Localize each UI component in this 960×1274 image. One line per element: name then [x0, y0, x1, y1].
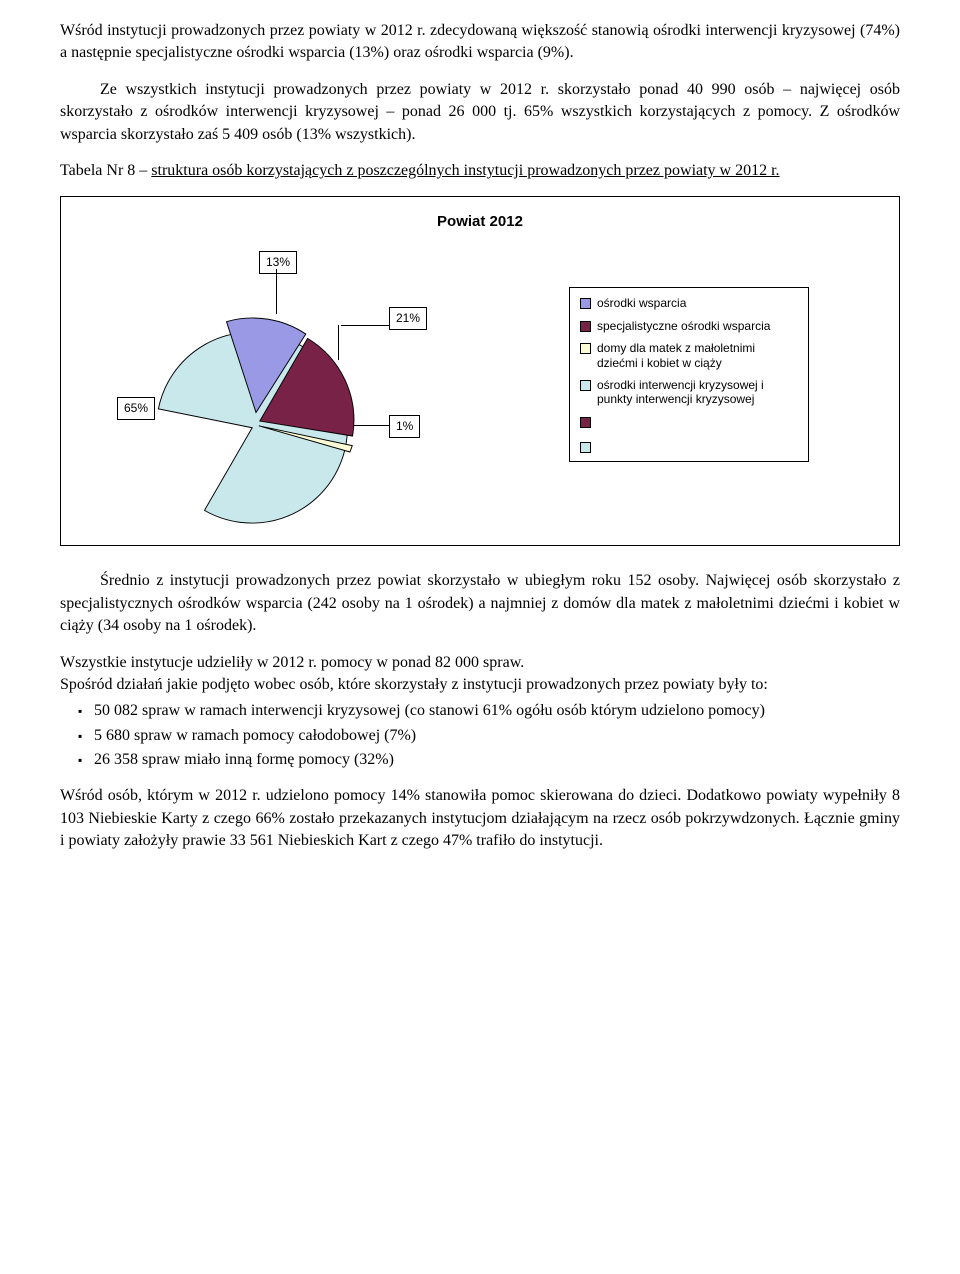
- legend-text: ośrodki interwencji kryzysowej i punkty …: [597, 378, 798, 407]
- paragraph-1: Wśród instytucji prowadzonych przez powi…: [60, 20, 900, 65]
- table-caption: Tabela Nr 8 – struktura osób korzystając…: [60, 160, 900, 182]
- legend-swatch: [580, 321, 591, 332]
- pie-label-13: 13%: [259, 251, 297, 274]
- legend-text: domy dla matek z małoletnimi dziećmi i k…: [597, 341, 798, 370]
- leader-13: [276, 269, 277, 314]
- chart-title: Powiat 2012: [437, 211, 523, 232]
- legend-swatch: [580, 380, 591, 391]
- paragraph-avg: Średnio z instytucji prowadzonych przez …: [60, 570, 900, 637]
- list-item: 5 680 spraw w ramach pomocy całodobowej …: [60, 725, 900, 747]
- legend-text: [597, 440, 798, 453]
- paragraph-2: Ze wszystkich instytucji prowadzonych pr…: [60, 79, 900, 146]
- pie-label-65: 65%: [117, 397, 155, 420]
- caption-prefix: Tabela Nr 8 –: [60, 162, 151, 179]
- legend-row: [580, 440, 798, 453]
- legend-text: [597, 415, 798, 428]
- pie-label-1: 1%: [389, 415, 420, 438]
- paragraph-all-2: Spośród działań jakie podjęto wobec osób…: [60, 674, 900, 696]
- legend-swatch: [580, 417, 591, 428]
- legend-swatch: [580, 442, 591, 453]
- legend-row: specjalistyczne ośrodki wsparcia: [580, 319, 798, 333]
- list-item: 50 082 spraw w ramach interwencji kryzys…: [60, 700, 900, 722]
- paragraph-all-1: Wszystkie instytucje udzieliły w 2012 r.…: [60, 652, 900, 674]
- paragraph-last: Wśród osób, którym w 2012 r. udzielono p…: [60, 785, 900, 852]
- legend-row: ośrodki interwencji kryzysowej i punkty …: [580, 378, 798, 407]
- pie-chart: [151, 317, 361, 527]
- legend-row: ośrodki wsparcia: [580, 296, 798, 310]
- chart-container: Powiat 2012 13% 21% 1% 65%: [60, 196, 900, 546]
- chart-legend: ośrodki wsparcia specjalistyczne ośrodki…: [569, 287, 809, 461]
- list-item: 26 358 spraw miało inną formę pomocy (32…: [60, 749, 900, 771]
- legend-row: domy dla matek z małoletnimi dziećmi i k…: [580, 341, 798, 370]
- bullet-list: 50 082 spraw w ramach interwencji kryzys…: [60, 700, 900, 771]
- caption-underline: struktura osób korzystających z poszczeg…: [151, 162, 779, 179]
- legend-swatch: [580, 343, 591, 354]
- pie-label-21: 21%: [389, 307, 427, 330]
- legend-text: specjalistyczne ośrodki wsparcia: [597, 319, 798, 333]
- legend-text: ośrodki wsparcia: [597, 296, 798, 310]
- legend-swatch: [580, 298, 591, 309]
- legend-row: [580, 415, 798, 428]
